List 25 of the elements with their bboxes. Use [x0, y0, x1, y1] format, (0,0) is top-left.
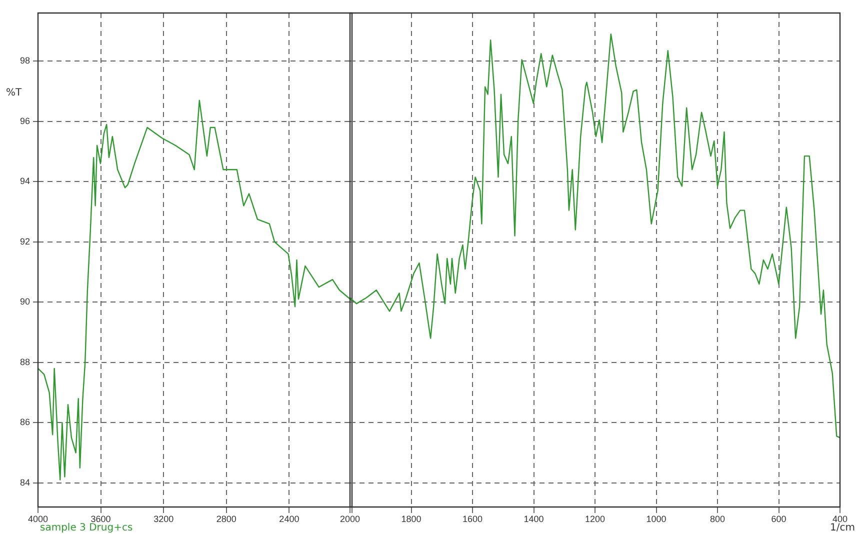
y-tick-label: 96: [20, 116, 30, 126]
y-tick-label: 84: [20, 477, 30, 488]
x-axis-title: 1/cm: [830, 522, 855, 534]
y-tick-label: 92: [20, 236, 30, 246]
y-tick-label: 88: [20, 356, 30, 367]
x-tick-label: 1600: [462, 514, 483, 524]
y-tick-label: 98: [20, 56, 30, 66]
x-tick-label: 4000: [28, 514, 48, 524]
text: sample 3 Drug+cs: [40, 522, 133, 534]
x-tick-label: 600: [771, 514, 786, 524]
x-tick-label: 1800: [401, 514, 422, 524]
x-tick-label: 3600: [90, 514, 111, 524]
y-tick-label: 90: [20, 296, 30, 307]
y-tick-label: 86: [20, 417, 30, 428]
y-tick-label: 94: [20, 176, 30, 186]
x-tick-label: 1400: [524, 514, 544, 524]
x-tick-label: 3200: [154, 514, 174, 524]
x-tick-label: 2400: [279, 514, 300, 524]
x-tick-label: 2800: [216, 514, 236, 524]
x-tick-label: 1000: [646, 514, 666, 524]
x-tick-label: 400: [832, 514, 848, 524]
x-tick-label: 2000: [340, 514, 360, 524]
x-tick-label: 800: [710, 514, 726, 524]
x-tick-label: 1200: [584, 514, 606, 524]
y-axis-title: %T: [6, 88, 22, 99]
